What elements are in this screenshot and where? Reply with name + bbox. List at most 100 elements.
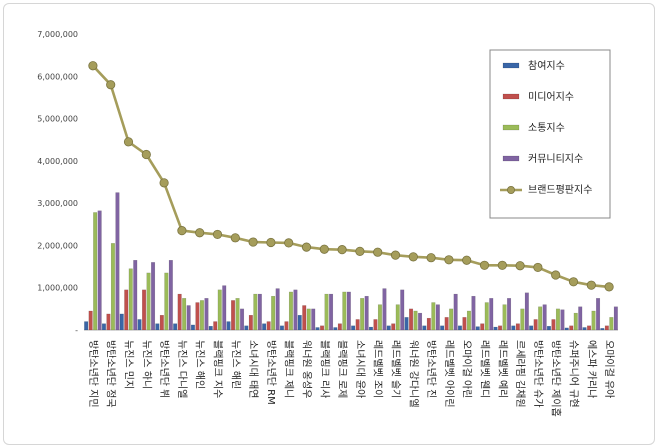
brand-index-point-7 <box>195 228 205 238</box>
bar-2-29 <box>587 325 592 331</box>
brand-index-point-29 <box>586 280 596 290</box>
bar-4-6 <box>186 305 191 331</box>
bar-2-4 <box>142 289 147 331</box>
legend-label-4: 커뮤니티지수 <box>528 153 583 165</box>
bar-4-8 <box>222 285 227 331</box>
brand-index-point-23 <box>479 260 490 270</box>
category-label-3: 뉴진스 민지 <box>123 340 135 389</box>
bar-4-21 <box>453 293 458 331</box>
bar-4-20 <box>435 304 440 331</box>
category-label-8: 블랙핑크 지수 <box>212 340 224 398</box>
bar-2-26 <box>533 319 538 331</box>
bar-4-18 <box>400 289 405 331</box>
brand-index-point-11 <box>266 237 276 248</box>
y-tick-label: 1,000,000 <box>37 284 78 293</box>
bar-4-9 <box>240 308 245 331</box>
bar-4-17 <box>382 288 387 331</box>
category-label-27: 방탄소년단 제이홉 <box>550 340 563 417</box>
category-label-1: 방탄소년단 지민 <box>87 340 99 408</box>
bar-2-20 <box>426 317 431 331</box>
bar-4-28 <box>578 306 583 331</box>
category-label-28: 슈퍼주니어 규현 <box>568 340 580 408</box>
bar-1-15 <box>333 327 338 331</box>
bar-4-10 <box>257 293 262 331</box>
brand-index-point-1 <box>88 61 98 71</box>
bar-2-19 <box>409 308 414 331</box>
category-label-16: 소녀시대 윤아 <box>354 340 366 398</box>
bar-4-24 <box>507 298 512 331</box>
bar-1-19 <box>404 317 409 331</box>
brand-index-point-16 <box>355 246 365 256</box>
category-label-12: 블랙핑크 제니 <box>283 340 295 398</box>
category-label-24: 레드벨벳 예리 <box>496 340 508 398</box>
brand-index-point-24 <box>497 260 507 270</box>
bar-4-15 <box>346 291 351 331</box>
bar-3-5 <box>164 272 169 331</box>
bar-2-15 <box>337 323 342 331</box>
y-tick-label: - <box>75 326 78 335</box>
category-label-2: 방탄소년단 정국 <box>105 340 117 408</box>
chart-svg: - 1,000,000 2,000,000 3,000,000 4,000,000 5,0… <box>37 30 618 417</box>
bar-1-28 <box>564 327 569 331</box>
legend-label-2: 미디어지수 <box>528 91 574 103</box>
bar-2-17 <box>373 319 378 331</box>
bar-2-13 <box>302 305 307 331</box>
bar-2-23 <box>480 323 485 331</box>
bar-2-24 <box>498 325 503 331</box>
bar-1-9 <box>226 321 231 331</box>
bar-3-21 <box>449 308 454 331</box>
legend-swatch-2 <box>502 93 520 100</box>
bar-1-23 <box>475 326 480 331</box>
bar-2-5 <box>159 315 164 331</box>
category-label-10: 소녀시대 태연 <box>247 340 259 398</box>
bar-3-9 <box>235 298 240 331</box>
bar-4-5 <box>168 260 173 331</box>
category-label-11: 방탄소년단 RM <box>265 340 277 405</box>
bar-2-18 <box>391 323 396 331</box>
bar-1-18 <box>386 325 391 331</box>
bar-3-1 <box>93 212 98 331</box>
bar-4-16 <box>364 295 369 331</box>
bar-1-13 <box>297 315 302 331</box>
bar-4-12 <box>293 289 298 331</box>
y-tick-label: 7,000,000 <box>37 30 78 39</box>
category-label-29: 에스파 카리나 <box>585 340 597 398</box>
bar-3-24 <box>502 304 507 331</box>
bar-4-7 <box>204 298 209 331</box>
bar-4-13 <box>311 308 316 331</box>
bar-3-10 <box>253 293 258 331</box>
bar-2-30 <box>604 325 609 331</box>
bar-4-4 <box>151 262 156 331</box>
bar-3-4 <box>146 272 151 331</box>
bars <box>84 192 618 331</box>
brand-index-point-13 <box>301 242 312 252</box>
bar-1-7 <box>190 324 195 331</box>
bar-1-14 <box>315 327 320 331</box>
brand-index-point-20 <box>426 253 436 263</box>
category-label-21: 레드벨벳 아이린 <box>443 340 455 408</box>
bar-4-2 <box>115 192 120 331</box>
bar-2-12 <box>284 321 289 331</box>
bar-3-15 <box>342 291 347 331</box>
bar-2-27 <box>551 319 556 331</box>
bar-2-21 <box>444 317 449 331</box>
y-tick-label: 5,000,000 <box>37 115 78 124</box>
category-label-22: 오마이걸 아린 <box>461 340 474 398</box>
brand-index-point-6 <box>177 226 187 236</box>
brand-index-point-8 <box>212 229 223 240</box>
bar-2-1 <box>88 310 93 331</box>
y-tick-label: 2,000,000 <box>37 241 78 250</box>
category-label-15: 블랙핑크 로제 <box>336 340 348 398</box>
bar-4-30 <box>613 306 618 331</box>
bar-2-2 <box>106 313 111 331</box>
bar-3-7 <box>199 300 204 331</box>
bar-1-4 <box>137 319 142 331</box>
brand-index-point-4 <box>141 149 151 160</box>
bar-4-19 <box>418 312 423 331</box>
bar-3-16 <box>360 298 365 331</box>
legend-swatch-1 <box>502 62 520 69</box>
category-label-6: 뉴진스 다니엘 <box>176 340 189 398</box>
bar-3-13 <box>306 308 311 331</box>
brand-index-point-28 <box>568 277 579 287</box>
